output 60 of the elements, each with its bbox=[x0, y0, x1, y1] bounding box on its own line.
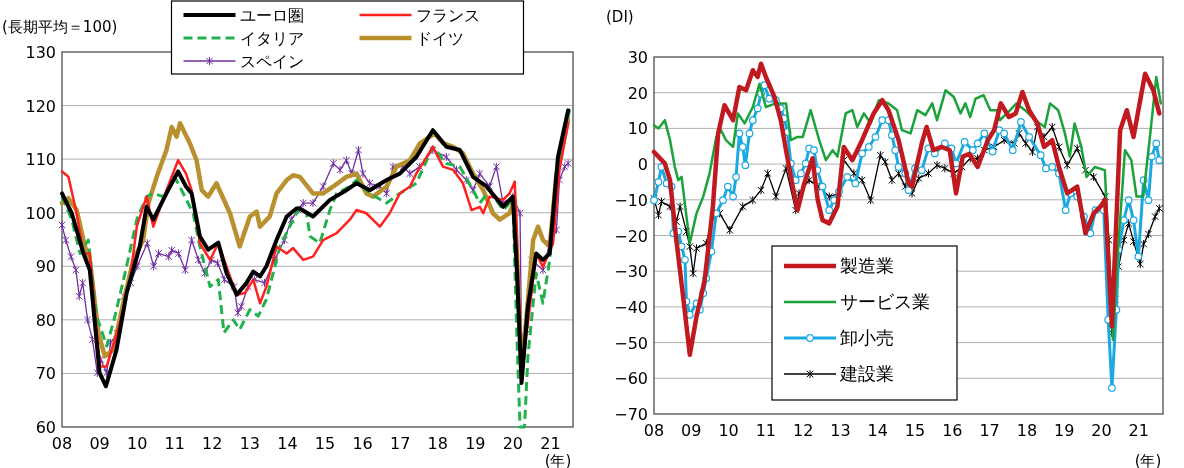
y-tick-label: −40 bbox=[614, 297, 648, 317]
y-tick-label: 0 bbox=[637, 155, 648, 175]
x-tick-label: 14 bbox=[277, 434, 298, 453]
x-tick-label: 09 bbox=[681, 421, 702, 440]
x-tick-label: 19 bbox=[1054, 421, 1075, 440]
y-tick-label: 60 bbox=[35, 418, 56, 437]
y-axis-title: (長期平均＝100) bbox=[2, 18, 118, 36]
legend-label: フランス bbox=[415, 6, 480, 25]
x-tick-label: 19 bbox=[465, 434, 486, 453]
x-tick-label: 14 bbox=[867, 421, 888, 440]
x-tick-label: 16 bbox=[942, 421, 963, 440]
x-tick-label: 08 bbox=[643, 421, 665, 440]
legend-label: 製造業 bbox=[840, 255, 894, 276]
y-tick-label: −70 bbox=[614, 405, 648, 424]
y-tick-label: 130 bbox=[25, 43, 56, 62]
x-tick-label: 12 bbox=[202, 434, 223, 453]
x-tick-label: 10 bbox=[718, 421, 739, 440]
x-tick-label: 13 bbox=[830, 421, 851, 440]
x-tick-label: 11 bbox=[164, 434, 185, 453]
x-tick-label: 10 bbox=[126, 434, 148, 453]
x-tick-label: 20 bbox=[1091, 421, 1112, 440]
x-tick-label: 09 bbox=[89, 434, 110, 453]
legend-label: スペイン bbox=[239, 52, 304, 71]
legend-label: 卸小売 bbox=[840, 327, 894, 348]
x-tick-label: 18 bbox=[427, 434, 448, 453]
x-tick-label: 21 bbox=[1128, 421, 1149, 440]
x-tick-label: 08 bbox=[51, 434, 73, 453]
y-tick-label: 80 bbox=[35, 310, 56, 330]
x-axis-title: (年) bbox=[1134, 452, 1162, 468]
legend-label: ドイツ bbox=[415, 29, 464, 48]
y-tick-label: 20 bbox=[627, 83, 648, 103]
x-axis-title: (年) bbox=[544, 452, 572, 468]
y-tick-label: −60 bbox=[614, 369, 648, 389]
y-axis-title: (DI) bbox=[606, 8, 634, 26]
x-tick-label: 16 bbox=[352, 434, 373, 453]
y-tick-label: 100 bbox=[25, 203, 56, 223]
x-tick-label: 17 bbox=[389, 434, 411, 453]
x-tick-label: 15 bbox=[904, 421, 926, 440]
y-tick-label: −10 bbox=[614, 190, 648, 210]
y-tick-label: −30 bbox=[614, 262, 648, 282]
x-tick-label: 13 bbox=[239, 434, 261, 453]
y-tick-label: 30 bbox=[627, 48, 648, 67]
legend-label: ユーロ圏 bbox=[239, 6, 304, 25]
x-tick-label: 21 bbox=[540, 434, 561, 453]
y-tick-label: −20 bbox=[614, 226, 648, 246]
y-tick-label: 110 bbox=[25, 150, 56, 170]
y-tick-label: 120 bbox=[25, 96, 56, 116]
x-tick-label: 12 bbox=[792, 421, 814, 440]
legend-label: サービス業 bbox=[840, 291, 930, 312]
x-tick-label: 17 bbox=[979, 421, 1000, 440]
x-tick-label: 11 bbox=[755, 421, 777, 440]
legend-label: 建設業 bbox=[839, 363, 894, 384]
y-tick-label: 10 bbox=[627, 119, 648, 139]
x-tick-label: 18 bbox=[1016, 421, 1038, 440]
x-tick-label: 15 bbox=[314, 434, 336, 453]
y-tick-label: 70 bbox=[35, 364, 56, 384]
y-tick-label: 90 bbox=[35, 257, 56, 277]
x-tick-label: 20 bbox=[502, 434, 524, 453]
y-tick-label: −50 bbox=[614, 333, 648, 353]
legend-label: イタリア bbox=[239, 29, 304, 48]
